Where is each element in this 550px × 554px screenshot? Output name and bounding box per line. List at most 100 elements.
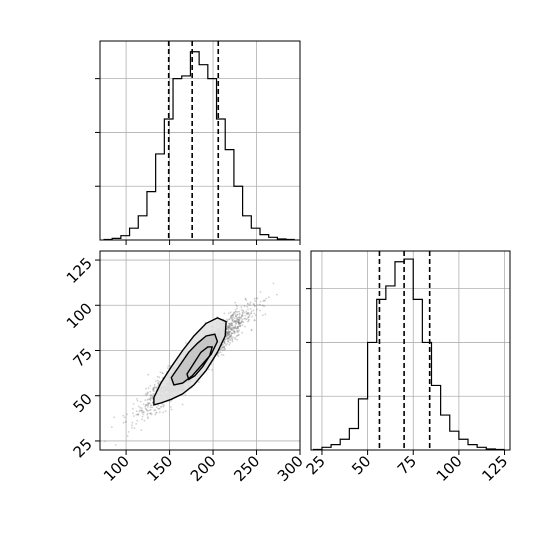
scatter-point xyxy=(226,333,229,335)
scatter-point xyxy=(223,348,226,351)
scatter-point xyxy=(144,405,147,408)
scatter-point xyxy=(155,411,158,414)
scatter-point xyxy=(239,322,241,325)
scatter-point xyxy=(219,351,222,354)
scatter-point xyxy=(227,328,230,331)
scatter-point xyxy=(137,413,140,416)
scatter-point xyxy=(240,306,243,309)
scatter-point xyxy=(252,309,255,312)
scatter-point xyxy=(229,342,232,344)
scatter-point xyxy=(236,305,239,307)
scatter-point xyxy=(154,413,157,416)
scatter-point xyxy=(231,314,234,317)
scatter-point xyxy=(236,326,238,329)
scatter-point xyxy=(233,327,235,329)
scatter-point xyxy=(137,413,140,416)
scatter-point xyxy=(230,316,233,319)
scatter-point xyxy=(147,403,150,406)
scatter-point xyxy=(142,403,145,405)
scatter-point xyxy=(227,337,230,339)
scatter-point xyxy=(229,330,232,333)
scatter-point xyxy=(222,346,225,349)
scatter-point xyxy=(147,373,150,376)
scatter-point xyxy=(230,337,233,340)
scatter-point xyxy=(253,312,256,315)
scatter-point xyxy=(244,325,246,328)
scatter-point xyxy=(158,381,160,383)
scatter-point xyxy=(244,317,246,320)
scatter-point xyxy=(230,315,232,317)
scatter-point xyxy=(104,440,106,443)
scatter-point xyxy=(232,332,235,335)
scatter-point xyxy=(237,326,239,329)
scatter-point xyxy=(239,322,242,324)
scatter-point xyxy=(149,412,152,415)
scatter-point xyxy=(227,325,230,328)
scatter-point xyxy=(152,388,155,390)
scatter-point xyxy=(227,332,229,334)
scatter-point xyxy=(230,329,233,332)
scatter-point xyxy=(157,407,159,410)
scatter-point xyxy=(251,315,254,318)
scatter-point xyxy=(141,411,144,414)
scatter-point xyxy=(232,313,235,316)
scatter-point xyxy=(254,304,256,307)
scatter-point xyxy=(227,333,230,336)
scatter-point xyxy=(227,331,230,334)
scatter-point xyxy=(146,413,149,416)
scatter-point xyxy=(224,338,227,341)
scatter-point xyxy=(148,398,151,401)
scatter-point xyxy=(153,383,156,386)
scatter-point xyxy=(151,395,154,397)
scatter-point xyxy=(230,323,232,326)
scatter-point xyxy=(259,304,262,306)
scatter-point xyxy=(259,300,262,303)
scatter-point xyxy=(234,323,237,326)
scatter-point xyxy=(250,329,253,332)
scatter-point xyxy=(242,309,244,312)
scatter-point xyxy=(149,412,152,415)
x-tick-label: 75 xyxy=(394,452,420,478)
y-tick-label: 75 xyxy=(70,345,96,371)
top-histogram-frame xyxy=(99,40,301,241)
x-tick-label: 125 xyxy=(478,452,511,485)
scatter-point xyxy=(207,368,210,371)
scatter-point xyxy=(231,318,234,321)
scatter-point xyxy=(141,409,144,412)
scatter-point xyxy=(113,416,116,419)
top-histogram-step xyxy=(103,51,295,241)
scatter-point xyxy=(229,322,232,325)
scatter-point xyxy=(226,333,228,336)
scatter-point xyxy=(247,320,249,323)
scatter-point xyxy=(247,308,249,311)
scatter-point xyxy=(231,327,233,329)
scatter-point xyxy=(229,330,231,333)
scatter-point xyxy=(228,325,231,328)
scatter-point xyxy=(157,382,159,384)
scatter-point xyxy=(240,317,243,320)
scatter-point xyxy=(143,411,145,413)
scatter-point xyxy=(253,319,256,322)
scatter-point xyxy=(223,340,226,343)
scatter-point xyxy=(238,318,241,321)
scatter-point xyxy=(228,327,231,329)
scatter-point xyxy=(159,371,162,374)
scatter-point xyxy=(267,296,270,299)
scatter-point xyxy=(253,305,256,307)
scatter-point xyxy=(228,318,231,321)
scatter-point xyxy=(227,328,229,331)
scatter-point xyxy=(141,415,144,418)
scatter-point xyxy=(228,343,231,346)
scatter-point xyxy=(248,304,251,307)
y-tick-label: 50 xyxy=(70,390,96,416)
scatter-point xyxy=(122,414,125,417)
scatter-point xyxy=(149,399,152,402)
scatter-point xyxy=(184,394,187,396)
scatter-point xyxy=(246,305,249,308)
scatter-point xyxy=(162,372,164,375)
scatter-point xyxy=(238,322,241,325)
scatter-point xyxy=(253,303,255,306)
scatter-point xyxy=(246,313,249,315)
scatter-point xyxy=(238,312,241,315)
scatter-point xyxy=(261,304,264,307)
